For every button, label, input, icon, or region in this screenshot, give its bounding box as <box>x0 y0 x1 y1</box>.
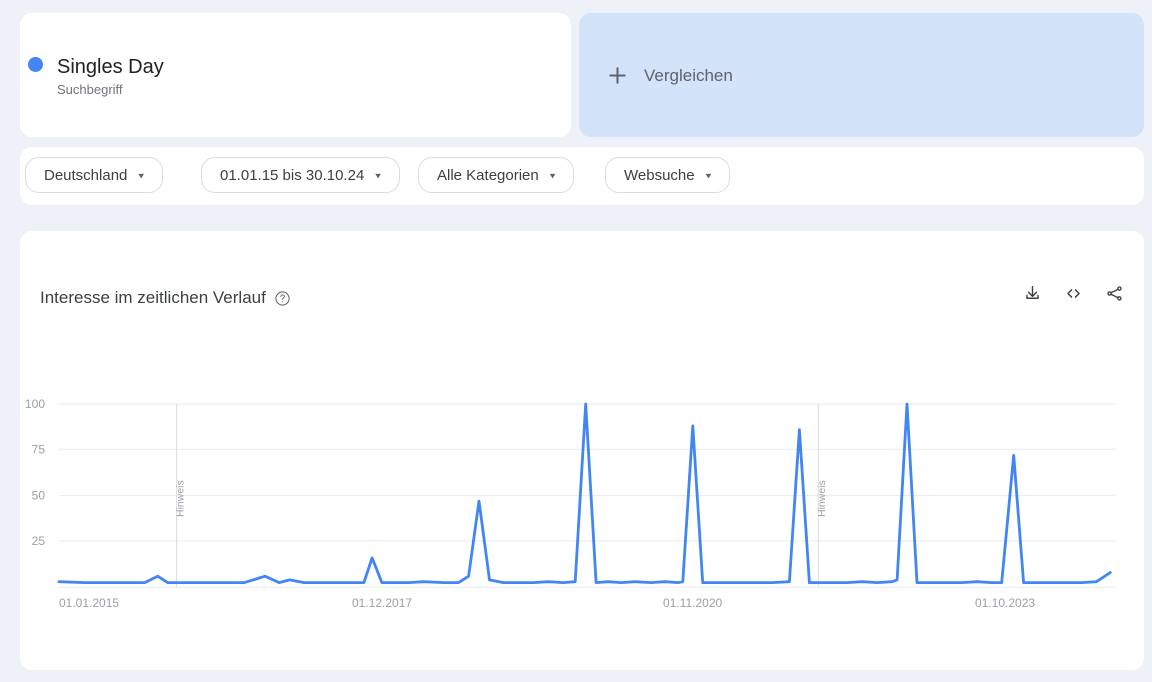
svg-text:01.11.2020: 01.11.2020 <box>663 596 722 610</box>
svg-text:Hinweis: Hinweis <box>175 480 187 517</box>
svg-text:50: 50 <box>32 489 46 503</box>
svg-text:Hinweis: Hinweis <box>816 480 828 517</box>
svg-text:01.12.2017: 01.12.2017 <box>352 596 412 610</box>
svg-text:01.10.2023: 01.10.2023 <box>975 596 1035 610</box>
svg-text:25: 25 <box>32 534 46 548</box>
svg-text:75: 75 <box>32 442 46 456</box>
svg-text:100: 100 <box>25 397 45 411</box>
svg-text:01.01.2015: 01.01.2015 <box>59 596 119 610</box>
